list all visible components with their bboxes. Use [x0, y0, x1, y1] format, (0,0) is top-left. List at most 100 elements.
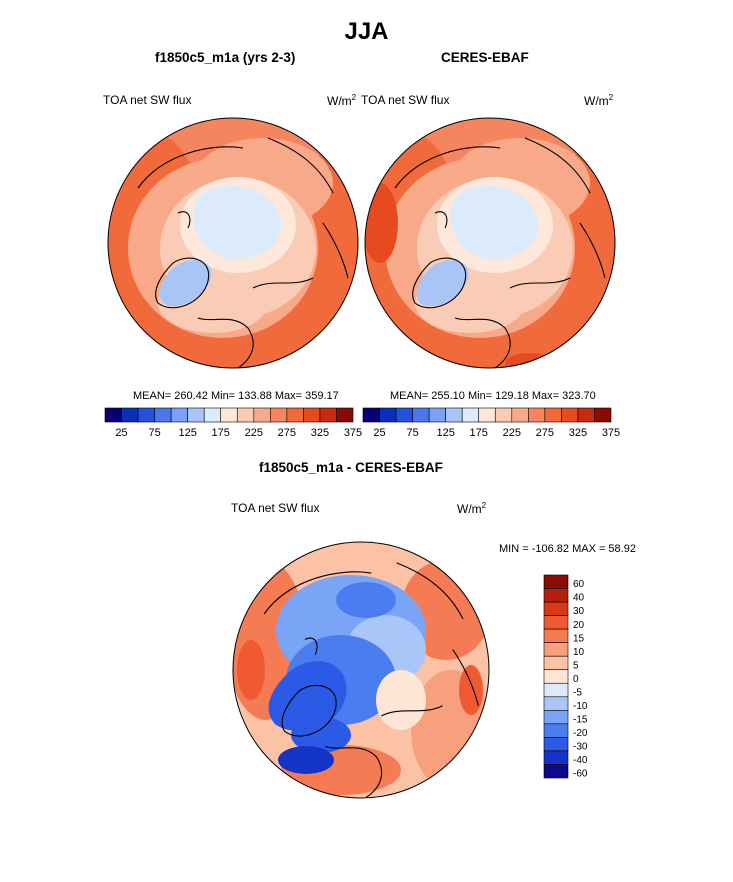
colorbar3-swatch — [543, 642, 569, 657]
colorbar3-swatch — [543, 615, 569, 630]
colorbar2-tick-label: 275 — [536, 427, 554, 439]
colorbar1-swatch — [303, 407, 321, 423]
map-region — [416, 260, 469, 307]
colorbar2-swatch — [428, 407, 446, 423]
colorbar2-swatch — [412, 407, 430, 423]
colorbar1-tick-label: 325 — [311, 427, 329, 439]
colorbar2-tick-label: 325 — [569, 427, 587, 439]
colorbar3-tick-label: 60 — [573, 579, 585, 590]
colorbar3-swatch — [543, 601, 569, 616]
colorbar1-swatch — [319, 407, 337, 423]
panel1-stats: MEAN= 260.42 Min= 133.88 Max= 359.17 — [133, 390, 339, 402]
colorbar1-swatch — [270, 407, 288, 423]
colorbar2-swatch — [544, 407, 562, 423]
panel3-variable: TOA net SW flux — [231, 501, 320, 515]
colorbar1-swatch — [121, 407, 139, 423]
map-region — [449, 185, 539, 259]
colorbar1-swatch — [137, 407, 155, 423]
map-region — [376, 670, 426, 730]
map-region — [278, 746, 334, 774]
colorbar2-tick-label: 375 — [602, 427, 620, 439]
colorbar2-tick-label: 75 — [406, 427, 418, 439]
panel3-minmax: MIN = -106.82 MAX = 58.92 — [499, 543, 636, 555]
colorbar3-swatch — [543, 723, 569, 738]
colorbar3-swatch — [543, 764, 569, 779]
colorbar3-tick-label: 10 — [573, 647, 585, 658]
colorbar2-swatch — [494, 407, 513, 423]
colorbar3-tick-label: -30 — [573, 742, 588, 753]
colorbar2-swatch — [594, 407, 612, 423]
colorbar3-swatch — [543, 696, 569, 711]
colorbar2-tick-label: 125 — [436, 427, 454, 439]
colorbar2-tick-label: 25 — [373, 427, 385, 439]
map-region — [159, 260, 212, 307]
colorbar1-tick-label: 225 — [245, 427, 263, 439]
panel1-units: W/m2 — [327, 93, 357, 108]
colorbar3-tick-label: 0 — [573, 674, 579, 685]
map-border — [107, 117, 359, 369]
colorbar2-swatch — [379, 407, 397, 423]
colorbar2-swatch — [362, 407, 380, 423]
colorbar1-swatch — [104, 407, 122, 423]
colorbar2-swatch — [461, 407, 480, 423]
panel2-stats: MEAN= 255.10 Min= 129.18 Max= 323.70 — [390, 390, 596, 402]
colorbar2-swatch — [445, 407, 463, 423]
coastline — [394, 137, 606, 369]
colorbar1-swatch — [154, 407, 172, 423]
colorbar1-tick-label: 375 — [344, 427, 362, 439]
colorbar3-tick-label: 30 — [573, 606, 585, 617]
figure-title: JJA — [344, 18, 389, 45]
colorbar3-swatch — [543, 628, 569, 643]
panel2-units: W/m2 — [584, 93, 614, 108]
coastline — [263, 562, 479, 798]
colorbar2-swatch — [511, 407, 529, 423]
colorbar3-tick-label: -10 — [573, 701, 588, 712]
colorbar2-tick-label: 225 — [503, 427, 521, 439]
colorbar3-tick-label: -5 — [573, 687, 582, 698]
coastline — [137, 137, 349, 369]
map-region — [192, 185, 282, 259]
map-region — [237, 640, 265, 700]
colorbar3-tick-label: 15 — [573, 633, 585, 644]
map-region — [459, 665, 483, 715]
panel1-title: f1850c5_m1a (yrs 2-3) — [155, 50, 296, 65]
colorbar3-swatch — [543, 750, 569, 765]
panel3-title: f1850c5_m1a - CERES-EBAF — [259, 460, 443, 475]
colorbar3-tick-label: -60 — [573, 769, 588, 780]
colorbar3-tick-label: 20 — [573, 620, 585, 631]
colorbar3-swatch — [543, 710, 569, 725]
map-border — [364, 117, 616, 369]
colorbar1-tick-label: 75 — [148, 427, 160, 439]
map-region — [291, 717, 351, 753]
colorbar3-swatch — [543, 682, 569, 698]
colorbar1-swatch — [286, 407, 304, 423]
map-border — [232, 541, 490, 799]
map-region — [505, 353, 555, 368]
colorbar1-swatch — [253, 407, 271, 423]
panel2-variable: TOA net SW flux — [361, 93, 450, 107]
colorbar2-swatch — [528, 407, 546, 423]
colorbar3-swatch — [543, 669, 569, 684]
colorbar3-tick-label: 40 — [573, 593, 585, 604]
colorbar1-swatch — [236, 407, 255, 423]
colorbar3-swatch — [543, 737, 569, 752]
map-region — [336, 582, 396, 618]
colorbar1-tick-label: 125 — [178, 427, 196, 439]
colorbar1-swatch — [187, 407, 205, 423]
colorbar3-tick-label: -40 — [573, 755, 588, 766]
colorbar2-swatch — [561, 407, 579, 423]
colorbar1-tick-label: 175 — [212, 427, 230, 439]
colorbar1-swatch — [203, 407, 222, 423]
colorbar3-tick-label: -15 — [573, 715, 588, 726]
panel1-variable: TOA net SW flux — [103, 93, 192, 107]
colorbar2-swatch — [395, 407, 413, 423]
colorbar1-tick-label: 25 — [115, 427, 127, 439]
colorbar1-swatch — [170, 407, 188, 423]
colorbar2-swatch — [577, 407, 595, 423]
colorbar1-swatch — [220, 407, 238, 423]
colorbar3-swatch — [543, 574, 569, 589]
map-region — [365, 183, 398, 263]
colorbar2-tick-label: 175 — [470, 427, 488, 439]
colorbar2-swatch — [478, 407, 496, 423]
